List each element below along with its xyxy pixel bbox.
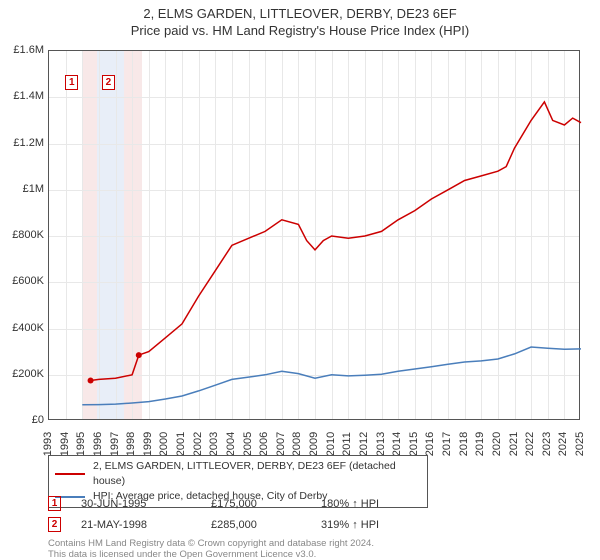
legend-row-price-paid: 2, ELMS GARDEN, LITTLEOVER, DERBY, DE23 … (55, 459, 421, 489)
title-address: 2, ELMS GARDEN, LITTLEOVER, DERBY, DE23 … (0, 6, 600, 21)
sale-row-2: 2 21-MAY-1998 £285,000 319% ↑ HPI (48, 517, 421, 532)
title-subtitle: Price paid vs. HM Land Registry's House … (0, 23, 600, 38)
attribution-text: Contains HM Land Registry data © Crown c… (48, 538, 374, 560)
chart-container: 2, ELMS GARDEN, LITTLEOVER, DERBY, DE23 … (0, 0, 600, 560)
sale-marker-2: 2 (48, 517, 61, 532)
legend-swatch-price-paid (55, 473, 85, 475)
sale-date-2: 21-MAY-1998 (81, 519, 211, 531)
attribution-line1: Contains HM Land Registry data © Crown c… (48, 538, 374, 549)
sale-row-1: 1 30-JUN-1995 £175,000 180% ↑ HPI (48, 496, 421, 511)
sale-price-1: £175,000 (211, 498, 321, 510)
sale-date-1: 30-JUN-1995 (81, 498, 211, 510)
sale-ratio-1: 180% ↑ HPI (321, 498, 421, 510)
sale-price-2: £285,000 (211, 519, 321, 531)
sale-marker-1: 1 (48, 496, 61, 511)
attribution-line2: This data is licensed under the Open Gov… (48, 549, 374, 560)
chart-plot-area: 12 (48, 50, 580, 420)
legend-label-price-paid: 2, ELMS GARDEN, LITTLEOVER, DERBY, DE23 … (93, 459, 421, 489)
title-block: 2, ELMS GARDEN, LITTLEOVER, DERBY, DE23 … (0, 0, 600, 38)
sale-ratio-2: 319% ↑ HPI (321, 519, 421, 531)
